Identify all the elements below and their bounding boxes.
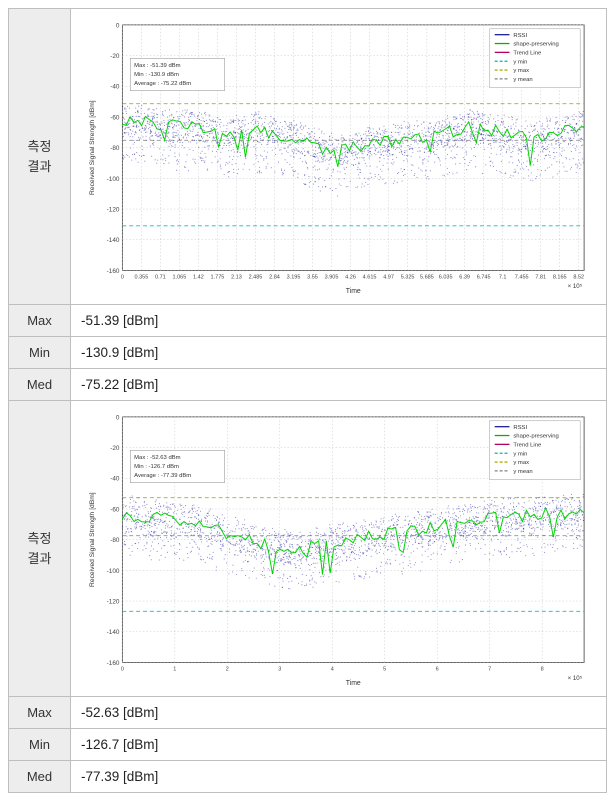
svg-text:3: 3 [278, 666, 281, 672]
svg-text:1.065: 1.065 [173, 274, 187, 280]
svg-text:4.615: 4.615 [363, 274, 377, 280]
svg-text:-60: -60 [110, 114, 120, 121]
svg-text:0: 0 [116, 22, 120, 29]
results-table: 측정결과 -160 -140 -120 -100 -80 -60 -40 -20 0 0 0.355… [8, 8, 607, 793]
svg-text:3.905: 3.905 [325, 274, 339, 280]
svg-text:-40: -40 [110, 84, 120, 91]
svg-text:5: 5 [383, 666, 386, 672]
row-value-med-1: -75.22 [dBm] [71, 369, 607, 401]
svg-text:0: 0 [116, 414, 120, 421]
svg-text:4.97: 4.97 [383, 274, 394, 280]
svg-text:7.1: 7.1 [499, 274, 507, 280]
svg-text:y min: y min [513, 59, 527, 65]
svg-text:4: 4 [331, 666, 334, 672]
svg-text:-60: -60 [110, 506, 120, 513]
svg-text:2.485: 2.485 [249, 274, 263, 280]
row-value-max-1: -51.39 [dBm] [71, 305, 607, 337]
signal-chart-1: -160 -140 -120 -100 -80 -60 -40 -20 0 0 0.355 0.71 1… [81, 17, 596, 296]
chart-cell-1: -160 -140 -120 -100 -80 -60 -40 -20 0 0 0.355 0.71 1… [71, 9, 607, 305]
svg-text:0.71: 0.71 [155, 274, 166, 280]
row-value-max-2: -52.63 [dBm] [71, 697, 607, 729]
svg-text:-160: -160 [107, 268, 120, 275]
svg-text:Trend Line: Trend Line [513, 51, 541, 57]
svg-text:0: 0 [121, 666, 124, 672]
row-label-max-1: Max [9, 305, 71, 337]
svg-text:y max: y max [513, 68, 529, 74]
svg-text:y mean: y mean [513, 77, 532, 83]
signal-chart-2: -160-140-120-100-80-60-40-200012345678Ti… [81, 409, 596, 688]
svg-text:2.84: 2.84 [269, 274, 280, 280]
row-label-measurement-1: 측정결과 [9, 9, 71, 305]
svg-text:× 10⁵: × 10⁵ [568, 283, 583, 290]
row-label-measurement-2: 측정결과 [9, 401, 71, 697]
row-label-min-1: Min [9, 337, 71, 369]
svg-text:7.81: 7.81 [535, 274, 546, 280]
svg-text:6.035: 6.035 [439, 274, 453, 280]
svg-text:-120: -120 [107, 207, 120, 214]
row-label-min-2: Min [9, 729, 71, 761]
svg-text:-80: -80 [110, 145, 120, 152]
svg-text:-120: -120 [107, 599, 120, 606]
svg-text:shape-preserving: shape-preserving [513, 42, 558, 48]
svg-text:1.42: 1.42 [193, 274, 204, 280]
chart-cell-2: -160-140-120-100-80-60-40-200012345678Ti… [71, 401, 607, 697]
svg-text:8.52: 8.52 [573, 274, 584, 280]
svg-text:1.775: 1.775 [211, 274, 225, 280]
svg-text:Max : -51.39 dBm: Max : -51.39 dBm [134, 63, 180, 69]
svg-text:8.165: 8.165 [553, 274, 567, 280]
svg-text:1: 1 [173, 666, 176, 672]
svg-text:2.13: 2.13 [231, 274, 242, 280]
svg-text:-80: -80 [110, 537, 120, 544]
svg-text:3.55: 3.55 [307, 274, 318, 280]
svg-text:2: 2 [226, 666, 229, 672]
svg-text:3.195: 3.195 [287, 274, 301, 280]
row-value-min-1: -130.9 [dBm] [71, 337, 607, 369]
svg-text:Min : -130.9 dBm: Min : -130.9 dBm [134, 72, 179, 78]
svg-text:-140: -140 [107, 237, 120, 244]
row-label-med-2: Med [9, 761, 71, 793]
svg-text:6.745: 6.745 [477, 274, 491, 280]
svg-text:-40: -40 [110, 476, 120, 483]
svg-text:Time: Time [346, 288, 361, 295]
svg-text:7: 7 [488, 666, 491, 672]
svg-text:5.325: 5.325 [401, 274, 415, 280]
svg-text:RSSI: RSSI [513, 33, 527, 39]
svg-text:6: 6 [436, 666, 439, 672]
svg-text:7.455: 7.455 [515, 274, 529, 280]
svg-text:8: 8 [541, 666, 544, 672]
svg-text:-100: -100 [107, 568, 120, 575]
svg-text:0.355: 0.355 [135, 274, 149, 280]
row-value-med-2: -77.39 [dBm] [71, 761, 607, 793]
svg-text:6.39: 6.39 [459, 274, 470, 280]
svg-text:0: 0 [121, 274, 124, 280]
svg-text:-140: -140 [107, 629, 120, 636]
svg-text:-100: -100 [107, 176, 120, 183]
row-label-max-2: Max [9, 697, 71, 729]
row-label-med-1: Med [9, 369, 71, 401]
svg-text:-20: -20 [110, 53, 120, 60]
svg-text:Average : -75.22 dBm: Average : -75.22 dBm [134, 81, 191, 87]
svg-text:-20: -20 [110, 445, 120, 452]
row-value-min-2: -126.7 [dBm] [71, 729, 607, 761]
svg-text:5.685: 5.685 [420, 274, 434, 280]
svg-text:-160: -160 [107, 660, 120, 667]
svg-text:4.26: 4.26 [345, 274, 356, 280]
svg-text:Received Signal Strength [dBm]: Received Signal Strength [dBm] [89, 100, 96, 195]
